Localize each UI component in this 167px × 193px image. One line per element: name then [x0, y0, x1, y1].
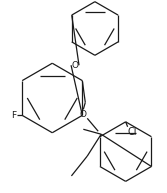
Text: F: F	[11, 111, 16, 120]
Text: O: O	[71, 61, 78, 70]
Text: Cl: Cl	[128, 127, 137, 137]
Text: O: O	[80, 110, 87, 119]
